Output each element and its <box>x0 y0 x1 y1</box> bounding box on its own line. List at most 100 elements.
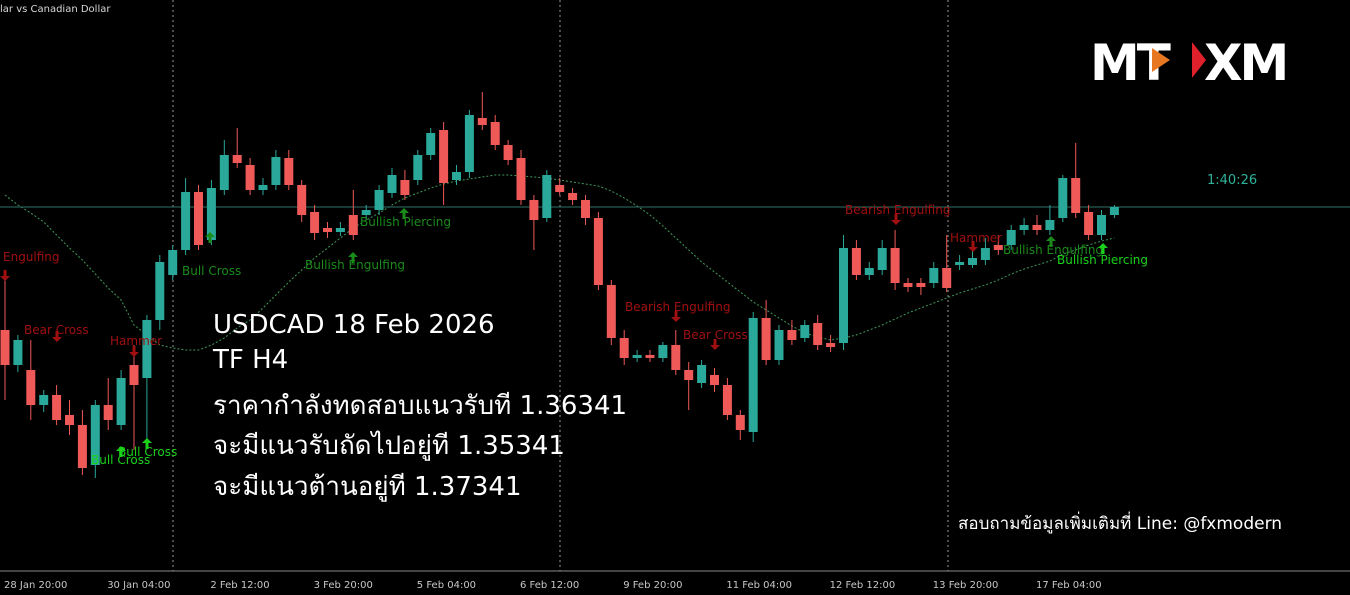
pattern-arrow <box>399 208 409 219</box>
candle-body <box>671 345 681 370</box>
candle-body <box>65 415 74 425</box>
overlay-text: จะมีแนวต้านอยู่ที 1.37341 <box>213 472 522 502</box>
candle-body <box>116 378 126 425</box>
pattern-label: Bullish Piercing <box>1057 253 1148 267</box>
candle-body <box>348 215 358 235</box>
x-tick-label: 28 Jan 20:00 <box>4 580 67 591</box>
candle-body <box>323 228 332 232</box>
candle-body <box>490 122 500 145</box>
candle-body <box>245 165 255 190</box>
candle-body <box>710 375 719 385</box>
candle-body <box>1045 220 1055 230</box>
candle-body <box>542 175 552 218</box>
candle-body <box>1109 207 1119 215</box>
pattern-label: Bear Cross <box>24 323 89 337</box>
pattern-arrow <box>52 331 62 342</box>
candle-body <box>1019 225 1029 230</box>
candle-body <box>426 133 436 155</box>
pattern-label: Bull Cross <box>91 453 150 467</box>
candle-body <box>155 262 165 320</box>
pattern-label: Bull Cross <box>182 264 241 278</box>
bar-timer: 1:40:26 <box>1207 173 1257 188</box>
pattern-arrow <box>348 252 358 263</box>
pattern-arrow <box>0 270 10 281</box>
candle-body <box>464 115 474 172</box>
x-tick-label: 30 Jan 04:00 <box>107 580 170 591</box>
candle-body <box>581 200 590 218</box>
footer: สอบถามข้อมูลเพิ่มเติมที่ Line: @fxmodern <box>958 511 1282 534</box>
x-tick-label: 3 Feb 20:00 <box>314 580 373 591</box>
candle-body <box>877 248 887 270</box>
candle-body <box>206 188 216 240</box>
candle-body <box>90 405 100 465</box>
candle-body <box>1058 178 1068 218</box>
candle-body <box>271 157 281 185</box>
candle-body <box>993 245 1003 250</box>
candle-body <box>529 200 539 220</box>
logo-xm: XM <box>1204 34 1286 92</box>
candle-body <box>0 330 10 365</box>
pattern-label: Bullish Engulfing <box>1003 243 1103 257</box>
pattern-label: Engulfing <box>3 250 60 264</box>
pattern-arrow <box>116 446 126 457</box>
pattern-label: Bear Cross <box>683 328 748 342</box>
pattern-arrow <box>891 214 901 225</box>
pattern-arrow <box>671 311 681 322</box>
candle-body <box>1084 212 1094 235</box>
pattern-arrow <box>1046 236 1056 247</box>
candle-body <box>916 283 926 287</box>
candle-body <box>813 323 823 345</box>
pattern-label: Bearish Engulfing <box>845 203 950 217</box>
candle-body <box>864 268 874 275</box>
pattern-label: Bull Cross <box>118 445 177 459</box>
candle-body <box>735 415 745 430</box>
candle-body <box>658 345 668 358</box>
candle-body <box>181 192 191 250</box>
candle-body <box>748 318 758 432</box>
candle-body <box>839 248 848 343</box>
chart-title: lar vs Canadian Dollar <box>0 4 111 15</box>
pattern-arrow <box>142 438 152 449</box>
candle-body <box>697 365 707 383</box>
candle-body <box>52 395 62 420</box>
candle-body <box>632 355 642 358</box>
candle-body <box>258 185 268 190</box>
candle-body <box>929 268 939 283</box>
candle-body <box>684 370 694 380</box>
pattern-arrow <box>968 241 978 252</box>
pattern-label: Hammer <box>110 334 162 348</box>
candle-body <box>722 385 732 415</box>
overlay-text: ราคากำลังทดสอบแนวรับที 1.36341 <box>213 391 627 421</box>
candle-body <box>1032 225 1042 230</box>
pattern-label: Hammer <box>950 231 1002 245</box>
candle-body <box>39 395 49 405</box>
candle-body <box>77 425 87 468</box>
pattern-arrow <box>710 339 720 350</box>
pattern-arrow <box>1098 243 1108 254</box>
pattern-label: Bullish Engulfing <box>305 258 405 272</box>
candle-body <box>800 325 810 338</box>
candle-body <box>593 218 603 285</box>
candle-body <box>942 268 952 288</box>
candle-body <box>516 158 526 200</box>
overlay-text: TF H4 <box>212 345 288 375</box>
candle-body <box>439 130 449 183</box>
candle-body <box>903 283 913 287</box>
candle-body <box>477 118 487 125</box>
candle-body <box>968 258 977 265</box>
candle-body <box>374 190 384 210</box>
x-tick-label: 5 Feb 04:00 <box>417 580 476 591</box>
candle-body <box>955 262 965 265</box>
pattern-arrow <box>205 232 215 243</box>
pattern-arrow <box>129 346 139 357</box>
x-tick-label: 2 Feb 12:00 <box>210 580 269 591</box>
candle-body <box>606 285 616 338</box>
candle-body <box>1097 215 1106 235</box>
candle-body <box>297 185 307 215</box>
candle-body <box>103 405 113 420</box>
candle-body <box>980 248 990 260</box>
candle-body <box>619 338 629 358</box>
candle-body <box>335 228 345 232</box>
